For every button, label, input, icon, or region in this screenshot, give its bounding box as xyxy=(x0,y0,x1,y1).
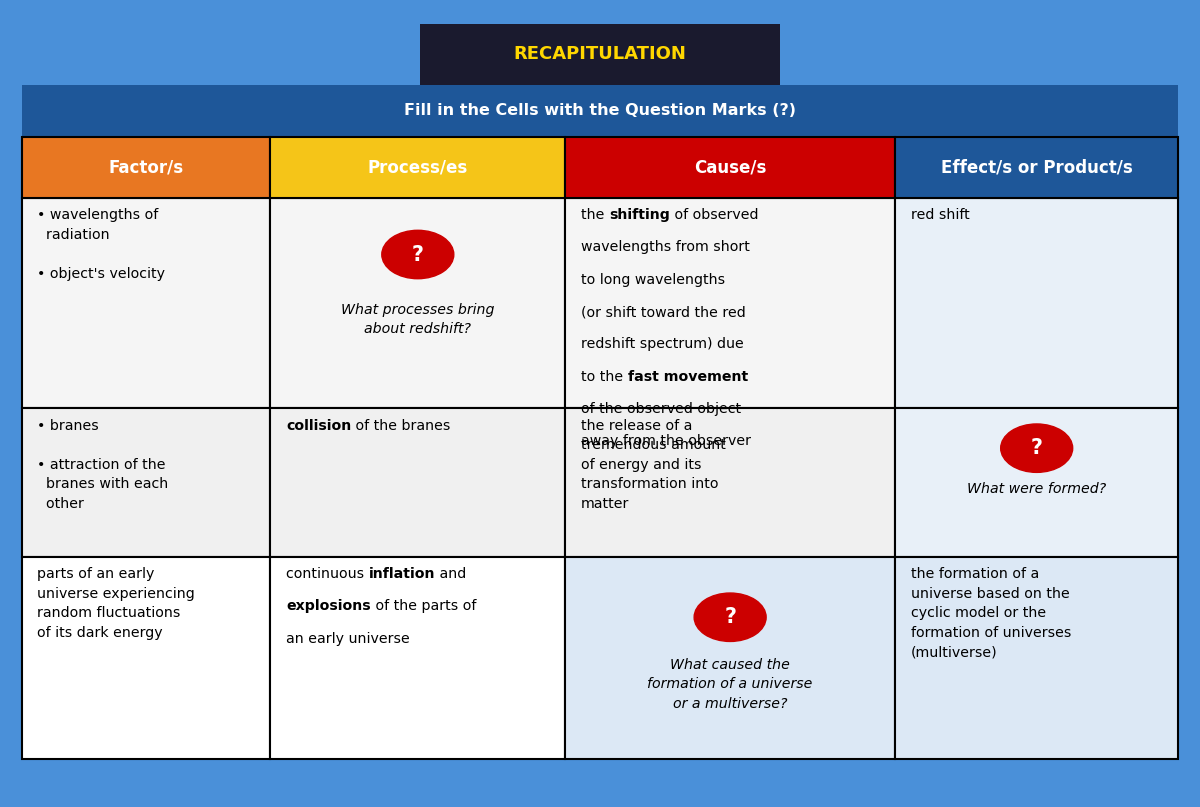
Text: the: the xyxy=(581,208,608,222)
Text: to the: to the xyxy=(581,370,628,383)
Text: of the observed object: of the observed object xyxy=(581,402,742,416)
Text: and: and xyxy=(436,567,467,581)
Text: to long wavelengths: to long wavelengths xyxy=(581,273,725,286)
Text: wavelengths from short: wavelengths from short xyxy=(581,240,750,254)
FancyBboxPatch shape xyxy=(270,137,565,198)
Text: • branes

• attraction of the
  branes with each
  other: • branes • attraction of the branes with… xyxy=(37,419,168,511)
Text: of the parts of: of the parts of xyxy=(371,600,476,613)
FancyBboxPatch shape xyxy=(22,408,270,557)
FancyBboxPatch shape xyxy=(22,198,270,408)
Text: shifting: shifting xyxy=(608,208,670,222)
Text: What were formed?: What were formed? xyxy=(967,483,1106,496)
FancyBboxPatch shape xyxy=(565,137,895,198)
Text: RECAPITULATION: RECAPITULATION xyxy=(514,45,686,64)
Text: ?: ? xyxy=(412,245,424,265)
FancyBboxPatch shape xyxy=(895,137,1178,198)
Text: Process/es: Process/es xyxy=(367,158,468,177)
Text: Factor/s: Factor/s xyxy=(108,158,184,177)
Text: an early universe: an early universe xyxy=(286,632,409,646)
Text: redshift spectrum) due: redshift spectrum) due xyxy=(581,337,744,351)
FancyBboxPatch shape xyxy=(270,557,565,759)
Text: (or shift toward the red: (or shift toward the red xyxy=(581,305,745,319)
Text: Cause/s: Cause/s xyxy=(694,158,767,177)
Text: inflation: inflation xyxy=(368,567,436,581)
Text: continuous: continuous xyxy=(286,567,368,581)
Text: fast movement: fast movement xyxy=(628,370,748,383)
Text: ?: ? xyxy=(1031,438,1043,458)
FancyBboxPatch shape xyxy=(565,408,895,557)
Text: • wavelengths of
  radiation

• object's velocity: • wavelengths of radiation • object's ve… xyxy=(37,208,166,281)
FancyBboxPatch shape xyxy=(420,24,780,85)
Text: of the branes: of the branes xyxy=(352,419,450,433)
Text: away from the observer: away from the observer xyxy=(581,434,751,448)
Text: collision: collision xyxy=(286,419,352,433)
FancyBboxPatch shape xyxy=(895,557,1178,759)
Text: What processes bring
about redshift?: What processes bring about redshift? xyxy=(341,303,494,337)
Text: Fill in the Cells with the Question Marks (?): Fill in the Cells with the Question Mark… xyxy=(404,103,796,119)
Text: explosions: explosions xyxy=(286,600,371,613)
Text: red shift: red shift xyxy=(911,208,970,222)
Circle shape xyxy=(382,230,454,278)
FancyBboxPatch shape xyxy=(270,198,565,408)
FancyBboxPatch shape xyxy=(565,198,895,408)
FancyBboxPatch shape xyxy=(895,408,1178,557)
FancyBboxPatch shape xyxy=(22,137,270,198)
Text: of observed: of observed xyxy=(670,208,758,222)
FancyBboxPatch shape xyxy=(565,557,895,759)
FancyBboxPatch shape xyxy=(895,198,1178,408)
Text: Effect/s or Product/s: Effect/s or Product/s xyxy=(941,158,1133,177)
FancyBboxPatch shape xyxy=(270,408,565,557)
Text: parts of an early
universe experiencing
random fluctuations
of its dark energy: parts of an early universe experiencing … xyxy=(37,567,194,640)
Text: What caused the
formation of a universe
or a multiverse?: What caused the formation of a universe … xyxy=(648,658,812,711)
Circle shape xyxy=(694,593,766,642)
FancyBboxPatch shape xyxy=(22,85,1178,137)
Text: ?: ? xyxy=(724,607,736,627)
FancyBboxPatch shape xyxy=(22,557,270,759)
Circle shape xyxy=(1001,424,1073,472)
Text: the formation of a
universe based on the
cyclic model or the
formation of univer: the formation of a universe based on the… xyxy=(911,567,1070,659)
Text: the release of a
tremendous amount
of energy and its
transformation into
matter: the release of a tremendous amount of en… xyxy=(581,419,726,511)
